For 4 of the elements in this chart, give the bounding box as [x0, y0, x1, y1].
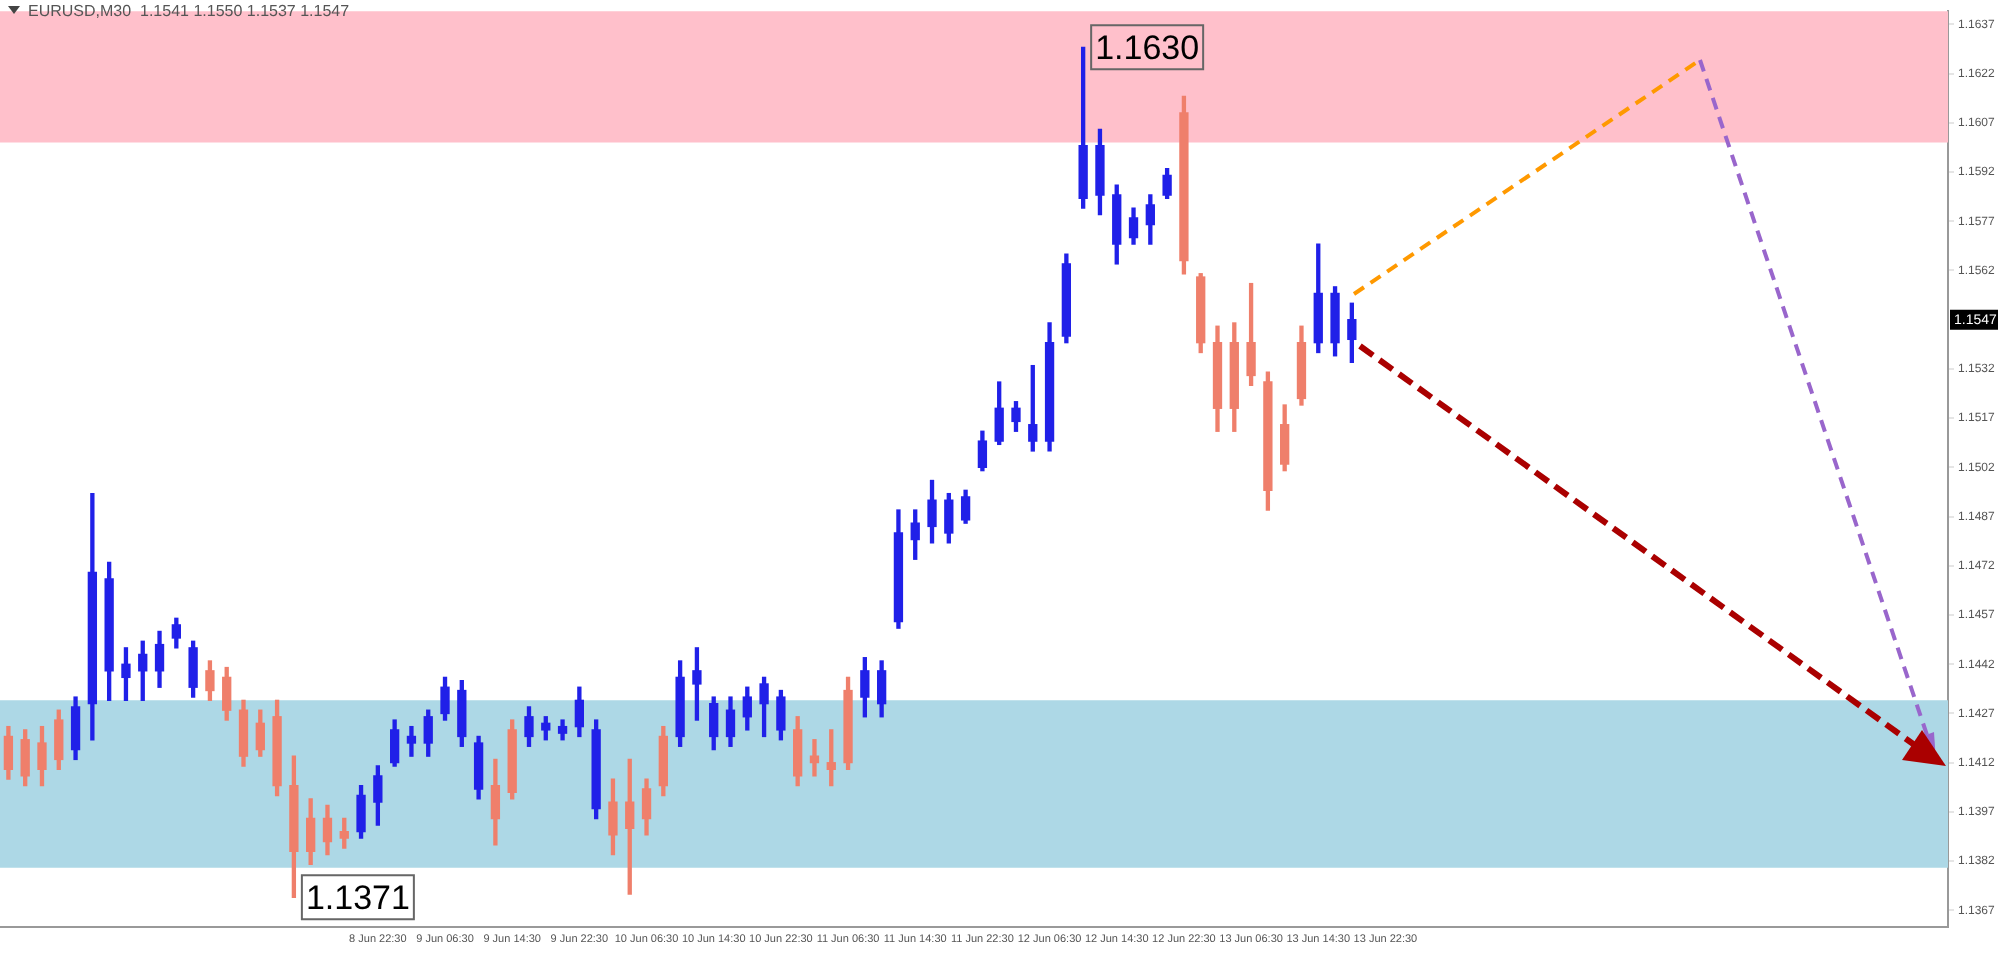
chart-title: EURUSD,M30 1.1541 1.1550 1.1537 1.1547 [28, 2, 350, 20]
candlestick [809, 739, 820, 777]
annotation: 1.1371 [305, 878, 410, 917]
annotation: 1.1630 [1095, 28, 1200, 67]
